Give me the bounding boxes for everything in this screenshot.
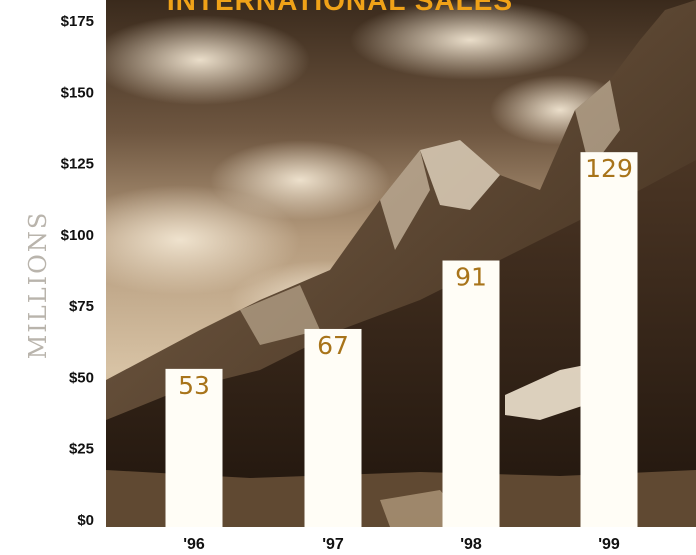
chart-title: INTERNATIONAL SALES — [167, 0, 513, 16]
bars: 53 67 91 129 — [165, 152, 638, 527]
y-tick-label: $50 — [69, 369, 94, 386]
y-tick-label: $100 — [61, 227, 94, 244]
bar — [580, 152, 638, 527]
data-label: 53 — [178, 371, 210, 400]
y-tick-label: $125 — [61, 156, 94, 173]
data-label: 91 — [455, 263, 487, 292]
x-axis: '96 '97 '98 '99 — [183, 536, 620, 553]
background-photo — [106, 0, 696, 527]
x-tick-label: '97 — [322, 536, 344, 553]
y-tick-label: $0 — [77, 512, 94, 529]
y-tick-label: $25 — [69, 441, 94, 458]
y-tick-label: $175 — [61, 13, 94, 30]
bar — [165, 368, 223, 527]
data-label: 67 — [317, 331, 349, 360]
x-tick-label: '98 — [460, 536, 482, 553]
y-tick-label: $150 — [61, 84, 94, 101]
y-axis-label: MILLIONS — [24, 211, 52, 360]
y-axis: $0 $25 $50 $75 $100 $125 $150 $175 — [61, 13, 94, 529]
bar — [304, 328, 362, 527]
y-tick-label: $75 — [69, 298, 94, 315]
x-tick-label: '96 — [183, 536, 205, 553]
data-label: 129 — [585, 154, 633, 183]
bar — [442, 260, 500, 527]
x-tick-label: '99 — [598, 536, 620, 553]
